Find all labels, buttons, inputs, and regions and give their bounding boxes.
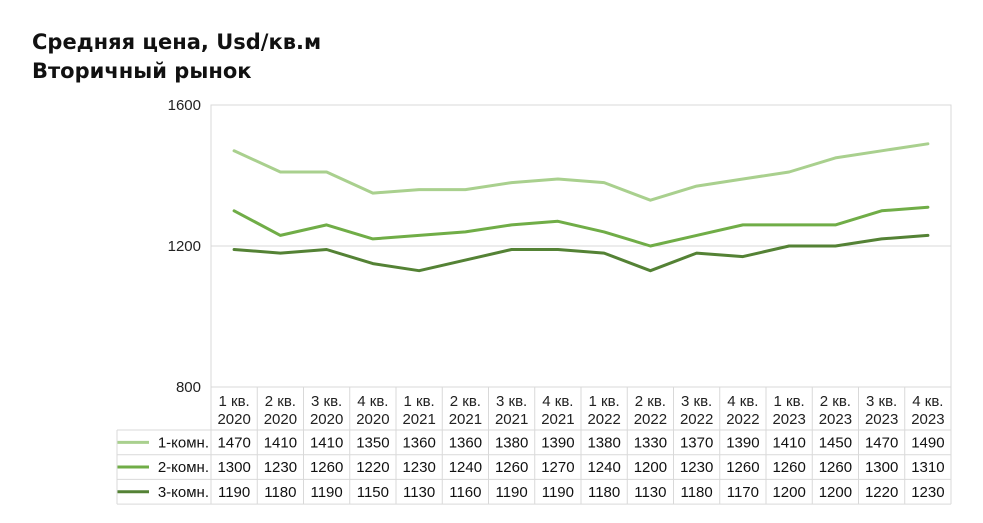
x-tick-year-label: 2022	[587, 411, 620, 428]
table-value: 1410	[310, 434, 343, 451]
x-tick-label: 3 кв.	[496, 393, 527, 410]
legend-label: 1-комн.	[158, 434, 209, 451]
table-value: 1330	[634, 434, 667, 451]
table-value: 1380	[495, 434, 528, 451]
table-value: 1200	[634, 459, 667, 476]
x-tick-year-label: 2023	[911, 411, 944, 428]
table-value: 1150	[357, 484, 389, 501]
x-tick-label: 4 кв.	[912, 393, 943, 410]
table-value: 1300	[865, 459, 898, 476]
y-tick-label: 1200	[168, 238, 201, 255]
x-tick-label: 4 кв.	[727, 393, 758, 410]
table-value: 1360	[402, 434, 435, 451]
table-value: 1360	[449, 434, 482, 451]
table-value: 1300	[217, 459, 250, 476]
table-value: 1200	[772, 484, 805, 501]
table-value: 1220	[356, 459, 389, 476]
table-value: 1240	[449, 459, 482, 476]
x-tick-label: 2 кв.	[265, 393, 296, 410]
x-tick-label: 3 кв.	[311, 393, 342, 410]
x-tick-label: 3 кв.	[866, 393, 897, 410]
x-tick-year-label: 2022	[726, 411, 759, 428]
x-tick-label: 1 кв.	[404, 393, 435, 410]
legend-label: 3-комн.	[158, 484, 209, 501]
table-value: 1200	[819, 484, 852, 501]
x-tick-year-label: 2023	[772, 411, 805, 428]
chart-title-line1: Средняя цена, Usd/кв.м	[32, 30, 322, 54]
table-value: 1350	[356, 434, 389, 451]
x-tick-label: 2 кв.	[635, 393, 666, 410]
table-value: 1240	[587, 459, 620, 476]
legend-label: 2-комн.	[158, 459, 209, 476]
x-tick-year-label: 2021	[541, 411, 574, 428]
chart-title-line2: Вторичный рынок	[32, 59, 252, 83]
table-value: 1160	[449, 484, 481, 501]
table-value: 1310	[911, 459, 944, 476]
x-tick-year-label: 2021	[402, 411, 435, 428]
y-axis: 1600 1200 800	[168, 97, 201, 396]
table-value: 1230	[680, 459, 713, 476]
x-tick-year-label: 2023	[819, 411, 852, 428]
table-value: 1410	[772, 434, 805, 451]
table-value: 1260	[819, 459, 852, 476]
x-tick-year-label: 2022	[634, 411, 667, 428]
x-tick-year-label: 2020	[310, 411, 343, 428]
x-tick-label: 1 кв.	[589, 393, 620, 410]
series-line-1	[232, 142, 930, 202]
x-tick-year-label: 2023	[865, 411, 898, 428]
table-value: 1260	[495, 459, 528, 476]
x-tick-year-label: 2020	[356, 411, 389, 428]
x-tick-label: 4 кв.	[542, 393, 573, 410]
x-tick-label: 1 кв.	[774, 393, 805, 410]
table-value: 1230	[402, 459, 435, 476]
table-value: 1130	[634, 484, 666, 501]
table-value: 1220	[865, 484, 898, 501]
table-value: 1130	[403, 484, 435, 501]
x-tick-year-label: 2020	[217, 411, 250, 428]
table-value: 1410	[264, 434, 297, 451]
x-tick-label: 1 кв.	[219, 393, 250, 410]
table-value: 1380	[587, 434, 620, 451]
table-value: 1490	[911, 434, 944, 451]
series-line-2	[232, 205, 930, 248]
table-value: 1180	[680, 484, 712, 501]
x-tick-label: 4 кв.	[357, 393, 388, 410]
table-value: 1190	[218, 484, 250, 501]
y-tick-label: 800	[176, 379, 201, 396]
x-tick-label: 2 кв.	[450, 393, 481, 410]
table-value: 1260	[726, 459, 759, 476]
table-value: 1170	[727, 484, 759, 501]
table-value: 1190	[542, 484, 574, 501]
table-value: 1470	[865, 434, 898, 451]
series-lines	[232, 142, 930, 273]
table-value: 1470	[217, 434, 250, 451]
y-tick-label: 1600	[168, 97, 201, 114]
table-value: 1270	[541, 459, 574, 476]
table-value: 1180	[588, 484, 620, 501]
table-value: 1450	[819, 434, 852, 451]
table-value: 1180	[264, 484, 296, 501]
table-value: 1390	[726, 434, 759, 451]
table-value: 1390	[541, 434, 574, 451]
table-value: 1260	[772, 459, 805, 476]
x-tick-label: 2 кв.	[820, 393, 851, 410]
x-tick-year-label: 2021	[449, 411, 482, 428]
chart-title: Средняя цена, Usd/кв.м Вторичный рынок	[32, 28, 321, 86]
table-value: 1370	[680, 434, 713, 451]
table-value: 1230	[911, 484, 944, 501]
table-value: 1190	[495, 484, 527, 501]
table-value: 1230	[264, 459, 297, 476]
series-line-3	[232, 233, 930, 273]
x-tick-year-label: 2020	[264, 411, 297, 428]
x-tick-year-label: 2022	[680, 411, 713, 428]
x-tick-year-label: 2021	[495, 411, 528, 428]
table-value: 1190	[310, 484, 342, 501]
x-tick-label: 3 кв.	[681, 393, 712, 410]
table-value: 1260	[310, 459, 343, 476]
